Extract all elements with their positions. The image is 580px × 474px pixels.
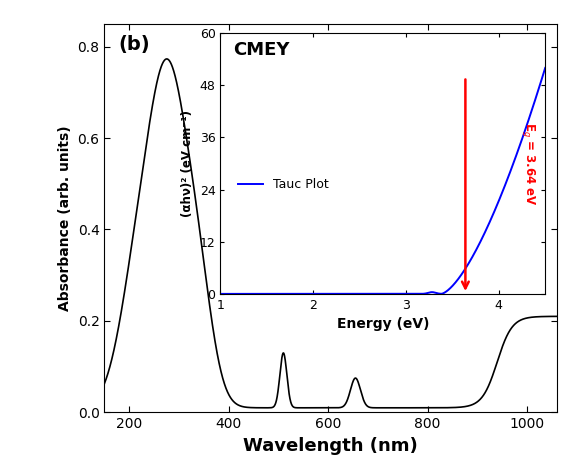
Tauc Plot <box>532 95 539 101</box>
Tauc Plot <box>234 291 241 297</box>
Tauc Plot <box>366 291 373 297</box>
Text: (b): (b) <box>118 36 150 55</box>
Y-axis label: (αhν)² (eV cm⁻¹): (αhν)² (eV cm⁻¹) <box>181 110 194 217</box>
Line: Tauc Plot: Tauc Plot <box>220 68 545 294</box>
Tauc Plot <box>542 65 549 71</box>
Tauc Plot <box>473 247 480 253</box>
Y-axis label: Absorbance (arb. units): Absorbance (arb. units) <box>58 125 72 311</box>
Tauc Plot <box>217 291 224 297</box>
Text: CMEY: CMEY <box>233 41 290 59</box>
X-axis label: Energy (eV): Energy (eV) <box>336 317 429 331</box>
X-axis label: Wavelength (nm): Wavelength (nm) <box>243 437 418 455</box>
Tauc Plot <box>375 291 382 297</box>
Tauc Plot <box>532 96 539 101</box>
Legend: Tauc Plot: Tauc Plot <box>233 173 334 196</box>
Text: E$_g$ = 3.64 eV: E$_g$ = 3.64 eV <box>520 122 537 205</box>
